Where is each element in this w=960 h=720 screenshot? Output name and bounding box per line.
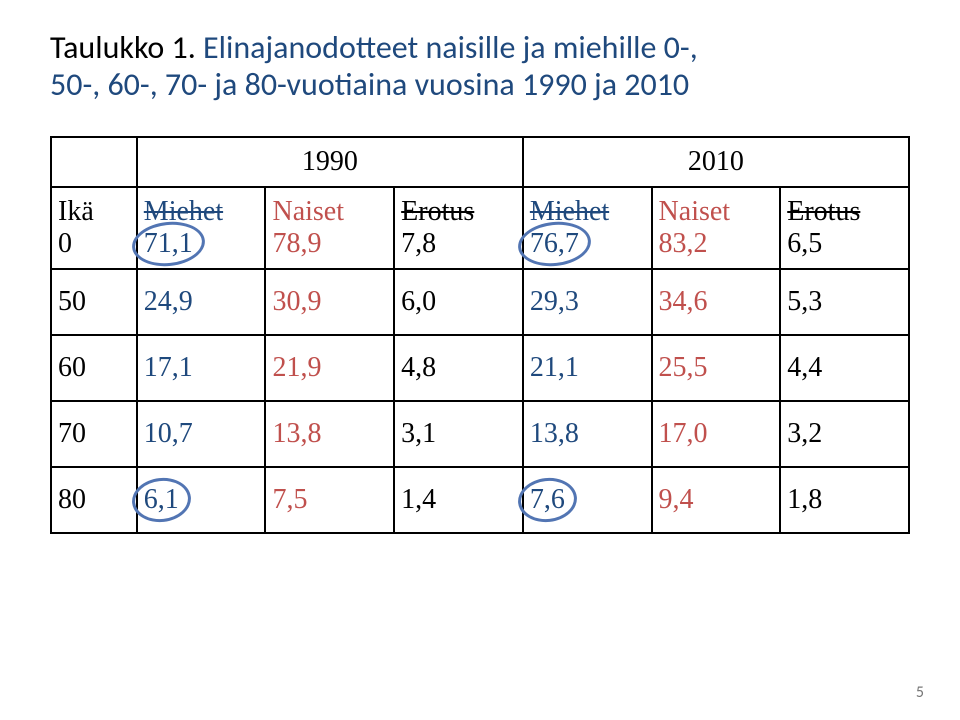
r1-n2: 34,6 bbox=[652, 269, 781, 335]
r4-m2-cell: 7,6 bbox=[523, 467, 652, 533]
hdr-erotus-2: Erotus bbox=[787, 196, 860, 227]
r3-n1: 13,8 bbox=[265, 401, 394, 467]
hdr-erotus-1: Erotus bbox=[401, 196, 474, 227]
r3-m1: 10,7 bbox=[137, 401, 266, 467]
title-line2: 50-, 60-, 70- ja 80-vuotiaina vuosina 19… bbox=[50, 65, 689, 104]
r0-n2: 83,2 bbox=[659, 228, 708, 259]
r0-m2: 76,7 bbox=[530, 228, 579, 259]
table-row: 70 10,7 13,8 3,1 13,8 17,0 3,2 bbox=[51, 401, 909, 467]
cell-m2-0: Miehet 76,7 bbox=[523, 187, 652, 269]
r4-m1: 6,1 bbox=[144, 484, 179, 515]
r3-e1: 3,1 bbox=[394, 401, 523, 467]
year-2010: 2010 bbox=[523, 137, 909, 187]
r1-e1: 6,0 bbox=[394, 269, 523, 335]
r3-ika: 70 bbox=[51, 401, 137, 467]
table-row: 80 6,1 7,5 1,4 7,6 9,4 1,8 bbox=[51, 467, 909, 533]
r2-e1: 4,8 bbox=[394, 335, 523, 401]
slide: Taulukko 1. Elinajanodotteet naisille ja… bbox=[0, 0, 960, 720]
r4-n1: 7,5 bbox=[265, 467, 394, 533]
hdr-naiset-2: Naiset bbox=[659, 196, 731, 227]
r1-ika: 50 bbox=[51, 269, 137, 335]
title-prefix: Taulukko 1. bbox=[50, 28, 203, 67]
hdr-naiset-1: Naiset bbox=[272, 196, 344, 227]
r3-n2: 17,0 bbox=[652, 401, 781, 467]
cell-e1-0: Erotus 7,8 bbox=[394, 187, 523, 269]
year-1990: 1990 bbox=[137, 137, 523, 187]
r1-n1: 30,9 bbox=[265, 269, 394, 335]
hdr-miehet-2: Miehet bbox=[530, 196, 609, 227]
r2-e2: 4,4 bbox=[780, 335, 909, 401]
cell-m1-0: Miehet 71,1 bbox=[137, 187, 266, 269]
r0-e2: 6,5 bbox=[787, 228, 822, 259]
cell-ika-0: Ikä 0 bbox=[51, 187, 137, 269]
r2-n1: 21,9 bbox=[265, 335, 394, 401]
r2-n2: 25,5 bbox=[652, 335, 781, 401]
r1-e2: 5,3 bbox=[780, 269, 909, 335]
table-row: 50 24,9 30,9 6,0 29,3 34,6 5,3 bbox=[51, 269, 909, 335]
r4-e2: 1,8 bbox=[780, 467, 909, 533]
year-row: 1990 2010 bbox=[51, 137, 909, 187]
slide-number: 5 bbox=[916, 683, 924, 702]
title-line1: Elinajanodotteet naisille ja miehille 0-… bbox=[203, 28, 698, 67]
cell-n1-0: Naiset 78,9 bbox=[265, 187, 394, 269]
r2-m2: 21,1 bbox=[523, 335, 652, 401]
year-blank bbox=[51, 137, 137, 187]
r2-ika: 60 bbox=[51, 335, 137, 401]
cell-e2-0: Erotus 6,5 bbox=[780, 187, 909, 269]
r4-ika: 80 bbox=[51, 467, 137, 533]
table-row: 60 17,1 21,9 4,8 21,1 25,5 4,4 bbox=[51, 335, 909, 401]
r4-e1: 1,4 bbox=[394, 467, 523, 533]
r4-n2: 9,4 bbox=[652, 467, 781, 533]
hdr-miehet-1: Miehet bbox=[144, 196, 223, 227]
r1-m2: 29,3 bbox=[523, 269, 652, 335]
r0-e1: 7,8 bbox=[401, 228, 436, 259]
r4-m1-cell: 6,1 bbox=[137, 467, 266, 533]
life-expectancy-table: 1990 2010 Ikä 0 Miehet 71,1 Naiset 78,9 … bbox=[50, 136, 910, 534]
r3-m2: 13,8 bbox=[523, 401, 652, 467]
r2-m1: 17,1 bbox=[137, 335, 266, 401]
page-title: Taulukko 1. Elinajanodotteet naisille ja… bbox=[50, 30, 910, 104]
r3-e2: 3,2 bbox=[780, 401, 909, 467]
r0-ika: 0 bbox=[58, 228, 72, 259]
r0-m1: 71,1 bbox=[144, 228, 193, 259]
header-and-row-0: Ikä 0 Miehet 71,1 Naiset 78,9 Erotus 7,8… bbox=[51, 187, 909, 269]
cell-n2-0: Naiset 83,2 bbox=[652, 187, 781, 269]
r4-m2: 7,6 bbox=[530, 484, 565, 515]
hdr-ika: Ikä bbox=[58, 196, 94, 227]
r1-m1: 24,9 bbox=[137, 269, 266, 335]
r0-n1: 78,9 bbox=[272, 228, 321, 259]
